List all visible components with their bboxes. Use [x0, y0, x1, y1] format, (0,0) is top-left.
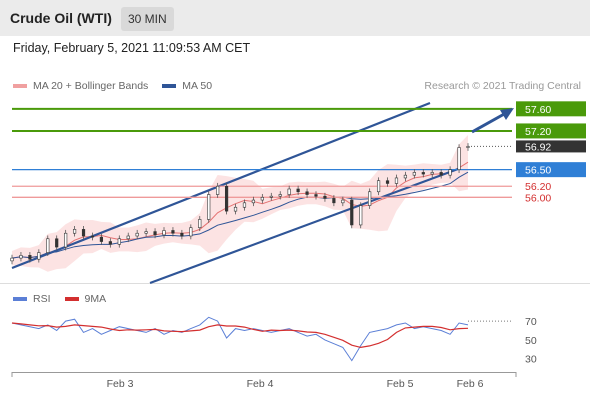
ma20-swatch [13, 84, 27, 88]
candle [108, 241, 112, 245]
ma20-legend-label: MA 20 + Bollinger Bands [33, 80, 149, 92]
candle [99, 236, 104, 242]
candle [72, 229, 77, 234]
candle [162, 230, 166, 236]
candle [198, 219, 202, 229]
candle [207, 194, 211, 220]
candle [28, 255, 32, 260]
rsi-tick-label-1: 50 [525, 335, 537, 347]
candle [269, 195, 273, 198]
rsi-line [11, 316, 469, 362]
candle [278, 194, 282, 197]
price-tag-label-2: 56.92 [525, 141, 551, 153]
ma50-legend-label: MA 50 [182, 80, 213, 92]
candle [341, 199, 345, 204]
chart-header: Crude Oil (WTI) 30 MIN [0, 0, 590, 36]
candle [90, 235, 95, 238]
candle [37, 252, 41, 260]
x-tick-label-3: Feb 6 [457, 378, 484, 390]
candle [368, 191, 372, 206]
candle [64, 232, 68, 248]
candle [171, 230, 175, 234]
candle [55, 238, 59, 248]
candle [323, 195, 327, 199]
candle [385, 180, 390, 184]
candle [430, 172, 434, 175]
candle [439, 172, 443, 176]
candle [359, 205, 363, 226]
ma9-legend-label: 9MA [84, 293, 107, 305]
timestamp: Friday, February 5, 2021 11:09:53 AM CET [13, 41, 251, 55]
projection-arrowhead [500, 108, 514, 120]
candle [242, 202, 247, 208]
price-tag-label-1: 57.20 [525, 126, 551, 138]
candle [350, 199, 354, 226]
credit-text: Research © 2021 Trading Central [424, 80, 581, 92]
x-tick-label-0: Feb 3 [107, 378, 134, 390]
candle [126, 235, 130, 240]
price-tag-label-4: 56.20 [525, 181, 551, 193]
price-legend: MA 20 + Bollinger Bands MA 50 [13, 80, 212, 92]
candle [394, 177, 399, 184]
price-tag-label-3: 56.50 [525, 165, 551, 177]
rsi-legend: RSI 9MA [13, 293, 106, 305]
timeframe-badge[interactable]: 30 MIN [121, 7, 174, 31]
candle [305, 191, 309, 195]
rsi-tick-label-2: 30 [525, 354, 537, 366]
candle [224, 185, 229, 212]
candle [403, 174, 408, 179]
rsi-tick-label-0: 70 [525, 316, 537, 328]
candle [10, 257, 14, 262]
candle [81, 229, 86, 237]
price-tag-label-5: 56.00 [525, 192, 551, 204]
candle [153, 231, 157, 236]
bollinger-band [12, 135, 468, 272]
candle [466, 146, 470, 148]
rsi-legend-label: RSI [33, 293, 51, 305]
candle [314, 194, 318, 197]
candle [260, 196, 264, 201]
candle [448, 169, 452, 176]
candle [233, 206, 238, 212]
x-tick-label-1: Feb 4 [247, 378, 274, 390]
rsi-swatch [13, 297, 27, 301]
candle [189, 227, 193, 237]
candle [144, 231, 148, 234]
candle [412, 172, 416, 176]
candle [46, 238, 50, 253]
ma50-line [11, 171, 469, 259]
candle [457, 147, 461, 170]
candle [251, 199, 256, 204]
instrument-title: Crude Oil (WTI) [10, 10, 112, 26]
ma9-swatch [64, 297, 79, 301]
candle [117, 238, 121, 245]
lower-trendline [149, 167, 459, 285]
price-tag-bg-0 [516, 101, 586, 117]
ma50-swatch [162, 84, 177, 88]
ma9-line [11, 322, 469, 349]
price-tag-bg-2 [516, 140, 586, 153]
candle [421, 172, 425, 175]
candle [135, 232, 139, 237]
candle [376, 180, 381, 193]
price-tag-bg-1 [516, 123, 586, 139]
candle [216, 185, 220, 195]
candle [296, 188, 300, 193]
x-tick-label-2: Feb 5 [387, 378, 414, 390]
projection-arrow [471, 111, 507, 134]
candle [180, 232, 184, 237]
candle [19, 255, 23, 259]
price-tag-label-0: 57.60 [525, 104, 551, 116]
candle [287, 188, 291, 195]
price-tag-bg-3 [516, 162, 586, 178]
candle [332, 198, 336, 204]
